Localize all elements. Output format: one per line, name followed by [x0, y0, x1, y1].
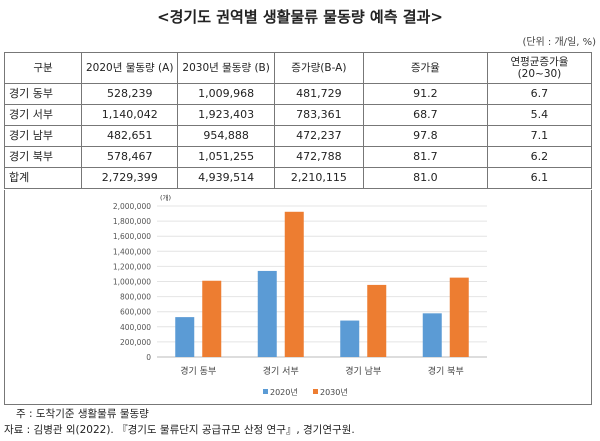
- bar-2020: [257, 270, 277, 357]
- unit-label: (단위 : 개/일, %): [522, 37, 596, 48]
- bar-2030: [284, 211, 304, 357]
- bar-chart: 0 200,000 400,000 600,000 800,000 1,000,000 1,…: [113, 193, 487, 397]
- table-row: 경기 북부 578,467 1,051,255 472,788 81.7 6.2: [4, 146, 593, 168]
- note-text: 주 : 도착기준 생활물류 물동량: [16, 408, 149, 420]
- bar-2030: [449, 277, 469, 357]
- row-label: 경기 서부: [4, 104, 82, 126]
- y-tick-label: 1,200,000: [113, 262, 151, 271]
- cell-value: 68.7: [362, 104, 488, 126]
- cell-value: 81.7: [362, 146, 488, 168]
- cell-value: 91.2: [362, 83, 488, 105]
- cell-value: 2,729,399: [80, 167, 179, 189]
- cell-value: 6.2: [486, 146, 593, 168]
- page-title: <경기도 권역별 생활물류 물동량 예측 결과>: [157, 8, 443, 26]
- cell-value: 97.8: [362, 125, 488, 147]
- legend-swatch: [313, 389, 318, 394]
- y-axis-unit: (개): [160, 193, 171, 202]
- row-label: 경기 북부: [4, 146, 82, 168]
- y-tick-label: 1,400,000: [113, 247, 151, 256]
- row-label: 경기 남부: [4, 125, 82, 147]
- cell-value: 1,009,968: [177, 83, 275, 105]
- y-tick-label: 800,000: [120, 293, 151, 302]
- cell-value: 7.1: [486, 125, 593, 147]
- y-tick-label: 1,800,000: [113, 217, 151, 226]
- cell-value: 1,923,403: [177, 104, 275, 126]
- legend-swatch: [263, 389, 268, 394]
- cell-value: 482,651: [80, 125, 179, 147]
- y-tick-label: 1,000,000: [113, 278, 151, 287]
- x-tick-label: 경기 남부: [345, 365, 381, 377]
- y-tick-label: 200,000: [120, 338, 151, 347]
- cell-value: 528,239: [80, 83, 179, 105]
- col-header-line: 연평균증가율: [510, 56, 569, 68]
- forecast-table: 구분 2020년 물동량 (A) 2030년 물동량 (B) 증가량(B-A) …: [4, 52, 593, 189]
- y-tick-label: 2,000,000: [113, 202, 151, 211]
- table-header-row: 구분 2020년 물동량 (A) 2030년 물동량 (B) 증가량(B-A) …: [4, 52, 593, 84]
- cell-value: 472,788: [273, 146, 364, 168]
- cell-value: 481,729: [273, 83, 364, 105]
- bar-2020: [340, 320, 360, 357]
- col-header-line: (20~30): [517, 68, 562, 80]
- y-tick-label: 600,000: [120, 308, 151, 317]
- cell-value: 578,467: [80, 146, 179, 168]
- cell-value: 2,210,115: [273, 167, 364, 189]
- col-header: 구분: [4, 52, 82, 84]
- col-header: 증가율: [362, 52, 488, 84]
- table-row: 경기 동부 528,239 1,009,968 481,729 91.2 6.7: [4, 83, 593, 105]
- table-row: 경기 남부 482,651 954,888 472,237 97.8 7.1: [4, 125, 593, 147]
- x-tick-label: 경기 서부: [263, 365, 299, 377]
- cell-value: 6.7: [486, 83, 593, 105]
- cell-value: 783,361: [273, 104, 364, 126]
- source-text: 자료 : 김병관 외(2022). 『경기도 물류단지 공급규모 산정 연구』,…: [4, 424, 355, 436]
- cell-value: 472,237: [273, 125, 364, 147]
- table-row: 경기 서부 1,140,042 1,923,403 783,361 68.7 5.4: [4, 104, 593, 126]
- table-row: 합계 2,729,399 4,939,514 2,210,115 81.0 6.1: [4, 167, 593, 189]
- cell-value: 5.4: [486, 104, 593, 126]
- x-tick-label: 경기 북부: [428, 365, 464, 377]
- bar-2020: [175, 317, 195, 357]
- col-header: 증가량(B-A): [273, 52, 364, 84]
- col-header: 2030년 물동량 (B): [177, 52, 275, 84]
- legend-label: 2020년: [270, 387, 298, 397]
- y-tick-label: 400,000: [120, 323, 151, 332]
- y-tick-label: 1,600,000: [113, 232, 151, 241]
- col-header: 연평균증가율 (20~30): [486, 52, 593, 84]
- cell-value: 81.0: [362, 167, 488, 189]
- row-label: 경기 동부: [4, 83, 82, 105]
- bar-2030: [367, 284, 387, 357]
- legend-label: 2030년: [320, 387, 348, 397]
- cell-value: 954,888: [177, 125, 275, 147]
- bar-2020: [422, 313, 442, 357]
- notes: 주 : 도착기준 생활물류 물동량 자료 : 김병관 외(2022). 『경기도…: [4, 406, 355, 438]
- cell-value: 6.1: [486, 167, 593, 189]
- x-tick-label: 경기 동부: [180, 365, 216, 377]
- y-tick-label: 0: [146, 353, 151, 362]
- row-label: 합계: [4, 167, 82, 189]
- cell-value: 1,140,042: [80, 104, 179, 126]
- cell-value: 1,051,255: [177, 146, 275, 168]
- col-header: 2020년 물동량 (A): [80, 52, 179, 84]
- chart-container: 0 200,000 400,000 600,000 800,000 1,000,000 1,…: [4, 190, 592, 405]
- bar-2030: [202, 280, 222, 357]
- cell-value: 4,939,514: [177, 167, 275, 189]
